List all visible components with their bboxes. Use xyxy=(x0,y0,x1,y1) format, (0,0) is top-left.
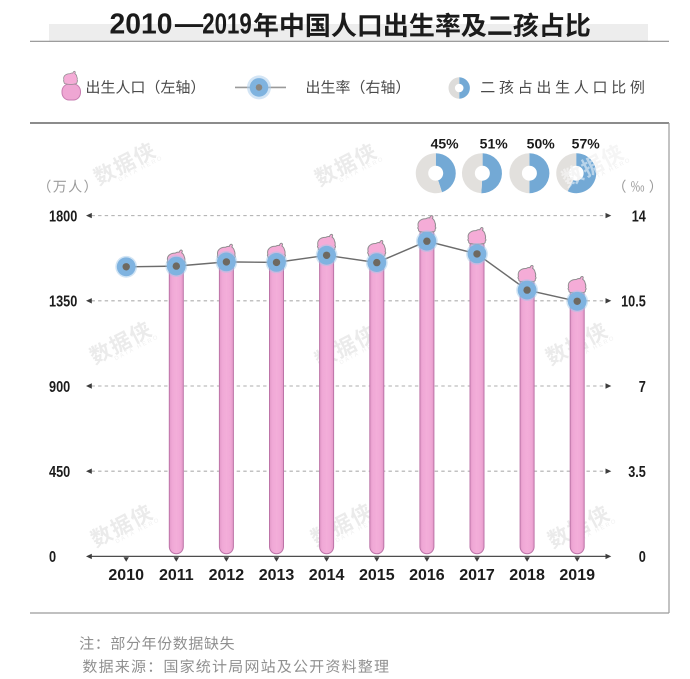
svg-text:1800: 1800 xyxy=(49,208,77,225)
svg-text:14: 14 xyxy=(632,208,646,225)
svg-text:10.5: 10.5 xyxy=(621,294,646,311)
svg-text:2012: 2012 xyxy=(209,567,245,584)
svg-text:900: 900 xyxy=(49,379,70,396)
svg-text:2010: 2010 xyxy=(110,7,173,39)
svg-text:0: 0 xyxy=(49,549,56,566)
svg-text:—: — xyxy=(175,7,204,39)
svg-text:57%: 57% xyxy=(572,136,601,152)
svg-text:450: 450 xyxy=(49,464,70,481)
svg-text:7: 7 xyxy=(639,379,646,396)
svg-text:2013: 2013 xyxy=(259,567,295,584)
svg-text:2010: 2010 xyxy=(108,567,144,584)
svg-text:0: 0 xyxy=(639,549,646,566)
svg-text:45%: 45% xyxy=(431,136,460,152)
svg-text:3.5: 3.5 xyxy=(628,464,646,481)
svg-text:2015: 2015 xyxy=(359,567,395,584)
svg-text:2017: 2017 xyxy=(459,567,495,584)
svg-text:2019: 2019 xyxy=(559,567,595,584)
svg-text:50%: 50% xyxy=(527,136,556,152)
svg-text:1350: 1350 xyxy=(49,294,77,311)
svg-text:2019: 2019 xyxy=(202,7,252,39)
svg-text:2016: 2016 xyxy=(409,567,445,584)
svg-text:2011: 2011 xyxy=(159,567,194,584)
svg-text:2014: 2014 xyxy=(309,567,345,584)
svg-text:51%: 51% xyxy=(480,136,509,152)
svg-text:2018: 2018 xyxy=(509,567,545,584)
